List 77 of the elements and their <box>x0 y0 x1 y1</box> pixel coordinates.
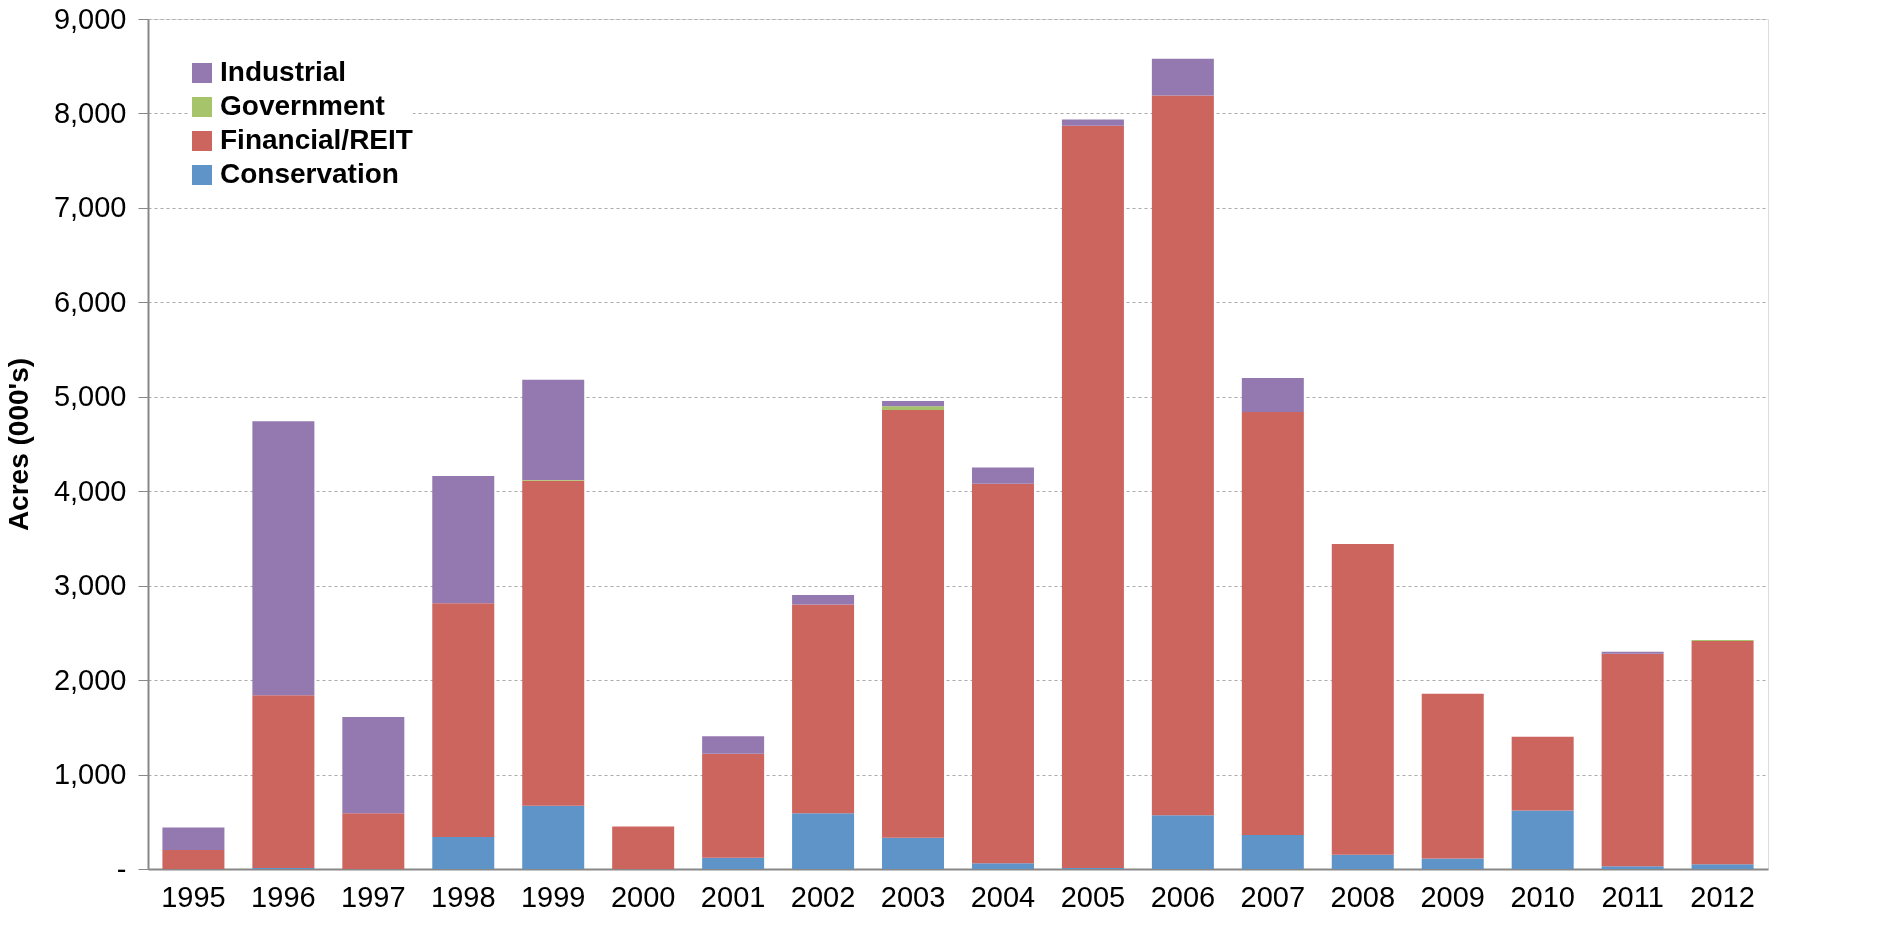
x-tick-label: 2003 <box>880 880 946 913</box>
x-tick-label: 1998 <box>431 880 496 913</box>
x-tick-label: 1999 <box>520 880 586 913</box>
x-tick-label: 2000 <box>610 880 676 913</box>
y-tick-label: 1,000 <box>53 758 127 791</box>
bar <box>1241 411 1304 835</box>
bar <box>1421 693 1484 859</box>
bar <box>162 850 225 869</box>
bar <box>432 836 495 869</box>
bar <box>1241 377 1304 412</box>
legend-label: Industrial <box>220 56 347 87</box>
y-tick-label: - <box>116 852 127 885</box>
bar <box>252 421 315 696</box>
x-tick-label: 2002 <box>790 880 856 913</box>
y-tick-label: 5,000 <box>53 380 127 413</box>
bar <box>1331 854 1394 869</box>
bar <box>882 406 945 410</box>
bar <box>522 805 585 869</box>
bar <box>1151 95 1214 816</box>
bar <box>432 603 495 837</box>
x-tick-label: 1996 <box>251 880 316 913</box>
legend-label: Government <box>220 90 385 121</box>
x-tick-label: 2001 <box>700 880 766 913</box>
bar <box>1331 544 1394 855</box>
y-tick-label: 3,000 <box>53 569 127 602</box>
bar <box>792 604 855 814</box>
bar <box>1511 810 1574 869</box>
bar <box>1421 858 1484 869</box>
y-tick-label: 6,000 <box>53 285 127 318</box>
bar <box>702 736 765 754</box>
bar <box>1151 58 1214 96</box>
x-tick-label: 1997 <box>341 880 406 913</box>
y-tick-label: 2,000 <box>53 663 127 696</box>
bar <box>882 410 945 838</box>
bar <box>971 863 1034 869</box>
bar <box>1691 864 1754 869</box>
bar <box>1061 119 1124 126</box>
x-tick-label: 2011 <box>1601 880 1664 913</box>
bar <box>612 826 675 869</box>
y-tick-label: 8,000 <box>53 96 127 129</box>
bar <box>342 813 405 869</box>
x-tick-label: 2004 <box>970 880 1036 913</box>
bar <box>702 753 765 858</box>
bar <box>252 695 315 869</box>
bar <box>971 467 1034 484</box>
bar <box>792 813 855 869</box>
x-tick-label: 2008 <box>1330 880 1396 913</box>
bar <box>1061 125 1124 869</box>
x-tick-label: 2009 <box>1420 880 1485 913</box>
x-tick-label: 2005 <box>1060 880 1126 913</box>
x-tick-label: 2006 <box>1150 880 1216 913</box>
legend-label: Financial/REIT <box>220 124 413 155</box>
bar <box>432 476 495 604</box>
bar <box>522 379 585 480</box>
bar <box>342 716 405 814</box>
x-tick-label: 2007 <box>1240 880 1306 913</box>
bar <box>1601 653 1664 867</box>
bar <box>792 595 855 605</box>
bar <box>702 857 765 869</box>
x-tick-label: 1995 <box>161 880 226 913</box>
x-tick-label: 2010 <box>1510 880 1575 913</box>
legend-label: Conservation <box>220 158 399 189</box>
x-tick-label: 2012 <box>1690 880 1755 913</box>
y-axis-title: Acres (000's) <box>2 357 34 532</box>
y-tick-label: 7,000 <box>53 191 127 224</box>
bar <box>522 480 585 806</box>
bar <box>162 827 225 851</box>
bar <box>1601 866 1664 869</box>
bar <box>1241 835 1304 869</box>
y-tick-label: 4,000 <box>53 474 127 507</box>
bar <box>882 837 945 869</box>
bar <box>882 401 945 407</box>
bar <box>1151 815 1214 869</box>
bar <box>971 483 1034 864</box>
bar <box>1691 640 1754 865</box>
y-tick-label: 9,000 <box>53 2 127 35</box>
bar <box>1511 736 1574 811</box>
